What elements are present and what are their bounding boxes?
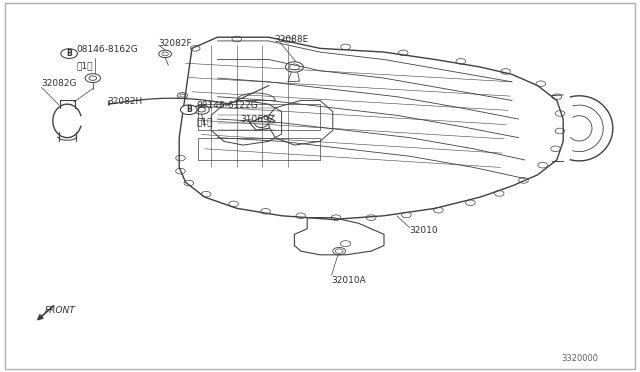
Text: 32082G: 32082G (42, 79, 77, 88)
Text: 08146-6122G: 08146-6122G (196, 101, 258, 110)
Text: 32082F: 32082F (159, 39, 193, 48)
Text: B: B (186, 105, 191, 114)
Text: 32082H: 32082H (108, 97, 143, 106)
Text: （1）: （1） (77, 61, 93, 70)
Text: （1）: （1） (196, 118, 213, 126)
Text: 32010: 32010 (410, 226, 438, 235)
Text: 32010A: 32010A (332, 276, 366, 285)
Text: 31069Z: 31069Z (240, 115, 275, 124)
Text: B: B (67, 49, 72, 58)
Text: 32088E: 32088E (274, 35, 308, 44)
Text: 3320000: 3320000 (561, 354, 598, 363)
Text: FRONT: FRONT (45, 306, 76, 315)
Text: 08146-8162G: 08146-8162G (77, 45, 138, 54)
Circle shape (61, 49, 77, 58)
Circle shape (180, 105, 197, 115)
